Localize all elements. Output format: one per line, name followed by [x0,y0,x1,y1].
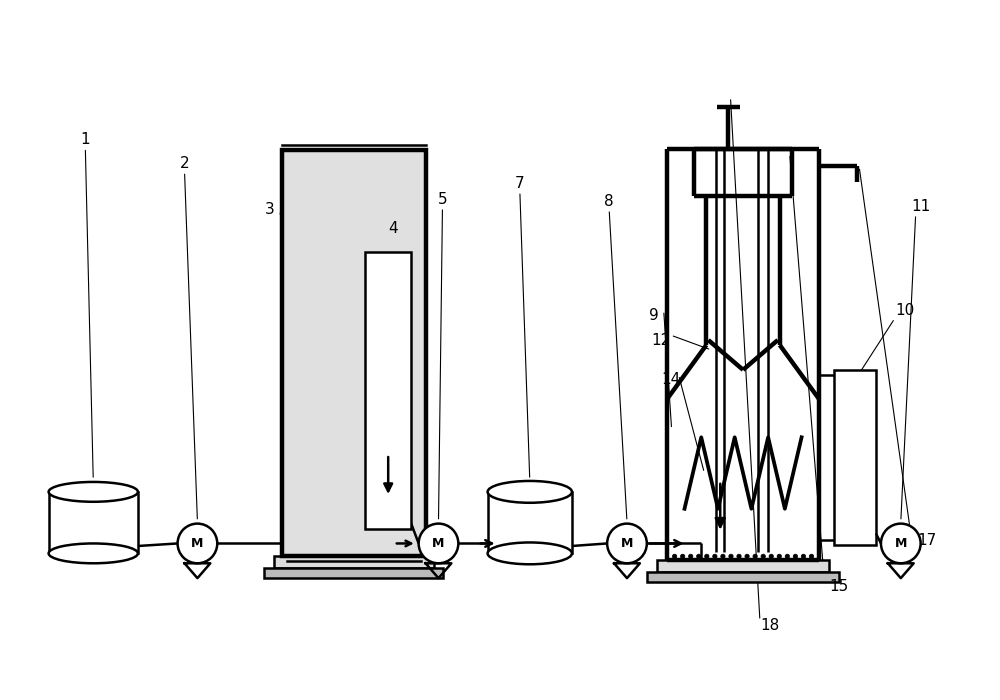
Circle shape [881,524,921,564]
Text: 15: 15 [830,579,849,594]
Circle shape [607,524,647,564]
Text: 1: 1 [81,132,90,147]
Circle shape [689,554,693,559]
Circle shape [801,554,806,559]
Circle shape [713,554,717,559]
Circle shape [777,554,781,559]
Text: 11: 11 [911,199,930,214]
Ellipse shape [49,482,138,502]
Circle shape [761,554,765,559]
Text: 5: 5 [438,192,447,206]
Circle shape [680,554,685,559]
Ellipse shape [49,543,138,564]
Text: 17: 17 [917,533,936,548]
Circle shape [178,524,217,564]
Circle shape [809,554,814,559]
Text: 8: 8 [604,194,614,209]
Text: 4: 4 [388,221,398,237]
Bar [264,568,443,578]
Text: M: M [191,537,204,550]
Bar [365,252,411,528]
Circle shape [793,554,798,559]
Text: 7: 7 [515,176,525,191]
Text: M: M [895,537,907,550]
Ellipse shape [488,481,572,503]
Circle shape [737,554,741,559]
Circle shape [753,554,757,559]
Text: 2: 2 [180,156,189,171]
Text: M: M [432,537,445,550]
Bar [488,492,572,554]
Bar [274,556,434,568]
Circle shape [729,554,733,559]
Text: 12: 12 [651,332,670,348]
Text: 9: 9 [649,308,659,323]
Bar [834,370,876,545]
Bar [282,150,426,556]
Circle shape [672,554,677,559]
Circle shape [721,554,725,559]
Bar [657,560,829,572]
Text: 10: 10 [895,303,914,318]
Text: 3: 3 [265,202,275,216]
Circle shape [697,554,701,559]
Circle shape [705,554,709,559]
Circle shape [785,554,790,559]
Bar [647,572,839,582]
Text: 18: 18 [760,618,779,634]
Circle shape [419,524,458,564]
Text: 14: 14 [661,372,680,387]
Circle shape [769,554,773,559]
Text: M: M [621,537,633,550]
Circle shape [745,554,749,559]
Ellipse shape [488,542,572,564]
Bar [49,492,138,554]
